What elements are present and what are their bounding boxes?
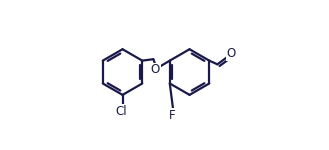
Text: Cl: Cl bbox=[115, 105, 127, 118]
Text: O: O bbox=[226, 47, 236, 60]
Text: O: O bbox=[151, 63, 160, 76]
Text: F: F bbox=[169, 109, 176, 122]
